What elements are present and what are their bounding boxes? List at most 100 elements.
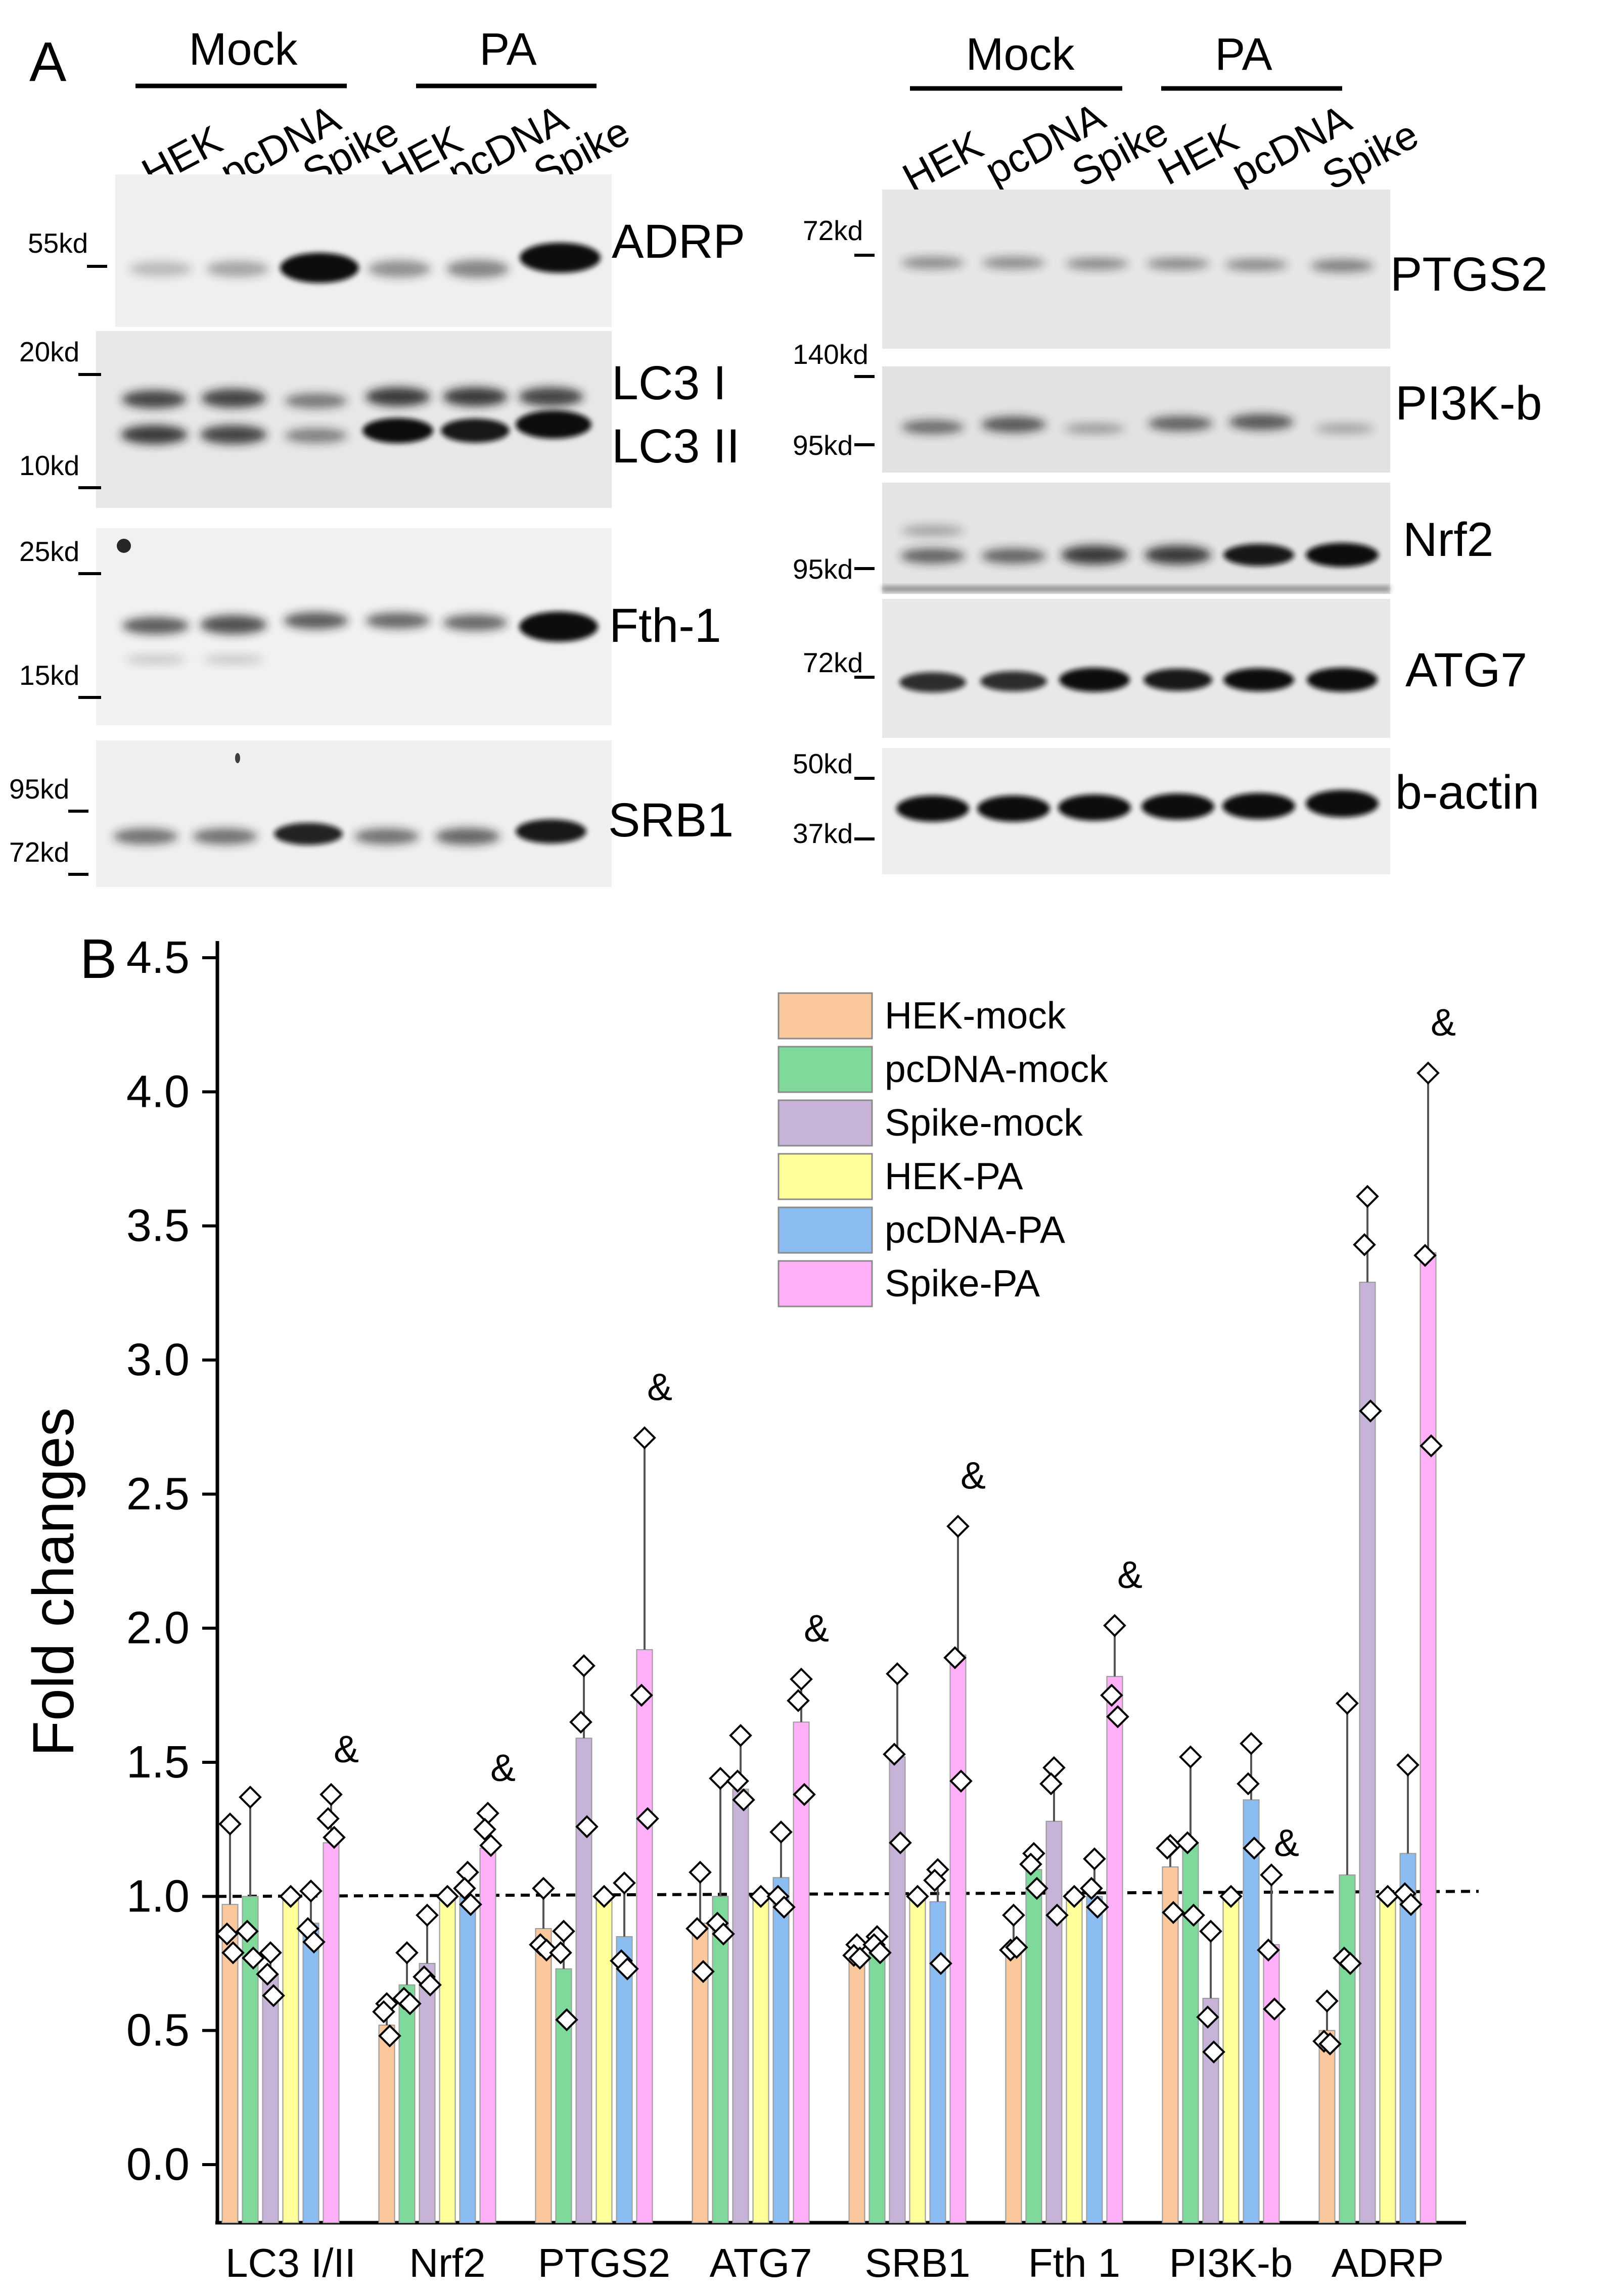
blot-band <box>901 420 964 434</box>
blot-band <box>1058 794 1131 821</box>
data-point-diamond <box>459 1893 482 1916</box>
data-point-diamond <box>1080 1877 1103 1900</box>
data-point-diamond <box>772 1895 796 1919</box>
blot-band <box>365 613 430 629</box>
bar <box>302 1923 319 2223</box>
data-point-diamond <box>633 1426 656 1449</box>
marker-label: 72kd <box>9 836 69 868</box>
data-point-diamond <box>1025 1877 1048 1900</box>
blot-band <box>280 253 359 283</box>
blot-band <box>981 548 1046 564</box>
legend-label: Spike-PA <box>885 1262 1040 1304</box>
blot-band <box>354 828 419 845</box>
right-western-blot: Mock PA HEK pcDNA Spike HEK pcDNA Spike … <box>793 29 1548 874</box>
blot-speck <box>235 753 240 763</box>
significance-marker: & <box>334 1728 359 1770</box>
data-point-diamond <box>1039 1772 1063 1796</box>
protein-label-lc3-i: LC3 I <box>612 356 726 410</box>
data-point-diamond <box>868 1941 892 1964</box>
blot-band <box>441 418 510 443</box>
data-point-diamond <box>569 1710 592 1734</box>
data-point-diamond <box>1156 1836 1179 1860</box>
blot-band <box>193 828 257 845</box>
blot-band <box>1225 259 1288 271</box>
protein-label-ptgs2: PTGS2 <box>1390 248 1548 301</box>
y-tick-label: 2.0 <box>126 1603 190 1654</box>
legend-swatch <box>777 1046 873 1093</box>
bar <box>712 1896 729 2223</box>
data-point-diamond <box>1339 1952 1362 1975</box>
bar <box>459 1896 476 2223</box>
data-point-diamond <box>316 1807 340 1831</box>
legend: HEK-mock pcDNA-mock Spike-mock HEK-PA pcDNA-… <box>777 992 1108 1307</box>
blot-band <box>977 795 1050 822</box>
significance-annotations: & & & & & & & & <box>334 1001 1456 1864</box>
blot-band <box>516 410 591 439</box>
legend-label: HEK-PA <box>885 1155 1023 1197</box>
data-point-diamond <box>1019 1852 1042 1876</box>
data-point-diamond <box>726 1769 749 1793</box>
data-point-diamond <box>378 2024 401 2048</box>
data-point-diamond <box>323 1825 346 1849</box>
data-point-diamond <box>1260 1863 1283 1887</box>
x-tick-label: Fth 1 <box>1028 2240 1120 2285</box>
blot-band <box>1223 544 1294 566</box>
marker-label: 140kd <box>793 339 868 370</box>
data-point-diamond <box>883 1743 906 1766</box>
x-tick-label: PTGS2 <box>538 2240 670 2285</box>
blot-bands-srb1 <box>113 753 586 845</box>
data-point-diamond <box>709 1767 732 1790</box>
blot-band <box>901 525 964 537</box>
data-point-diamond <box>256 1962 279 1986</box>
data-point-diamond <box>1100 1683 1123 1707</box>
data-point-diamond <box>1359 1399 1382 1423</box>
data-point-diamond <box>1353 1233 1376 1256</box>
data-point-diamond <box>929 1952 952 1975</box>
bar <box>1162 1866 1179 2223</box>
data-point-diamond <box>1315 1989 1339 2013</box>
data-point-diamond <box>613 1871 636 1895</box>
blot-speck <box>117 539 131 553</box>
data-point-diamond <box>1086 1895 1109 1919</box>
data-point-diamond <box>1045 1903 1069 1927</box>
data-point-diamond <box>712 1922 735 1946</box>
blot-band <box>443 615 508 631</box>
data-point-diamond <box>1162 1901 1185 1925</box>
bar <box>1399 1853 1416 2224</box>
data-point-diamond <box>476 1801 499 1825</box>
data-point-diamond <box>398 1992 422 2016</box>
data-point-diamond <box>906 1885 929 1908</box>
significance-marker: & <box>1117 1554 1142 1596</box>
blot-band <box>122 617 189 634</box>
legend-label: pcDNA-mock <box>885 1048 1108 1090</box>
data-point-diamond <box>630 1683 653 1707</box>
data-point-diamond <box>1257 1938 1280 1962</box>
blot-band <box>1306 543 1379 567</box>
blot-band <box>129 261 192 276</box>
data-point-diamond <box>636 1807 659 1831</box>
right-group-label-pa: PA <box>1215 29 1272 80</box>
bar <box>596 1896 613 2223</box>
bar <box>868 1944 886 2223</box>
x-tick-label: Nrf2 <box>409 2240 485 2285</box>
left-group-label-pa: PA <box>479 24 536 75</box>
left-western-blot: Mock PA HEK pcDNA Spike HEK pcDNA Spike … <box>9 24 745 887</box>
blot-band <box>519 612 598 642</box>
data-point-diamond <box>302 1930 326 1954</box>
blot-band <box>206 261 269 277</box>
marker-label: 55kd <box>28 227 88 259</box>
marker-label: 25kd <box>19 536 79 567</box>
blot-band <box>1229 414 1294 430</box>
blot-bands-adrp <box>129 243 601 283</box>
data-point-diamond <box>1243 1836 1266 1860</box>
data-point-diamond <box>1420 1434 1443 1458</box>
blot-band <box>200 425 267 444</box>
blot-band <box>516 819 586 844</box>
bar <box>1420 1252 1437 2224</box>
bar <box>616 1936 633 2223</box>
blot-band <box>1143 669 1212 691</box>
bar <box>1243 1799 1260 2223</box>
significance-marker: & <box>1274 1822 1299 1864</box>
protein-label-b-actin: b-actin <box>1395 766 1539 819</box>
blot-band <box>896 795 969 822</box>
